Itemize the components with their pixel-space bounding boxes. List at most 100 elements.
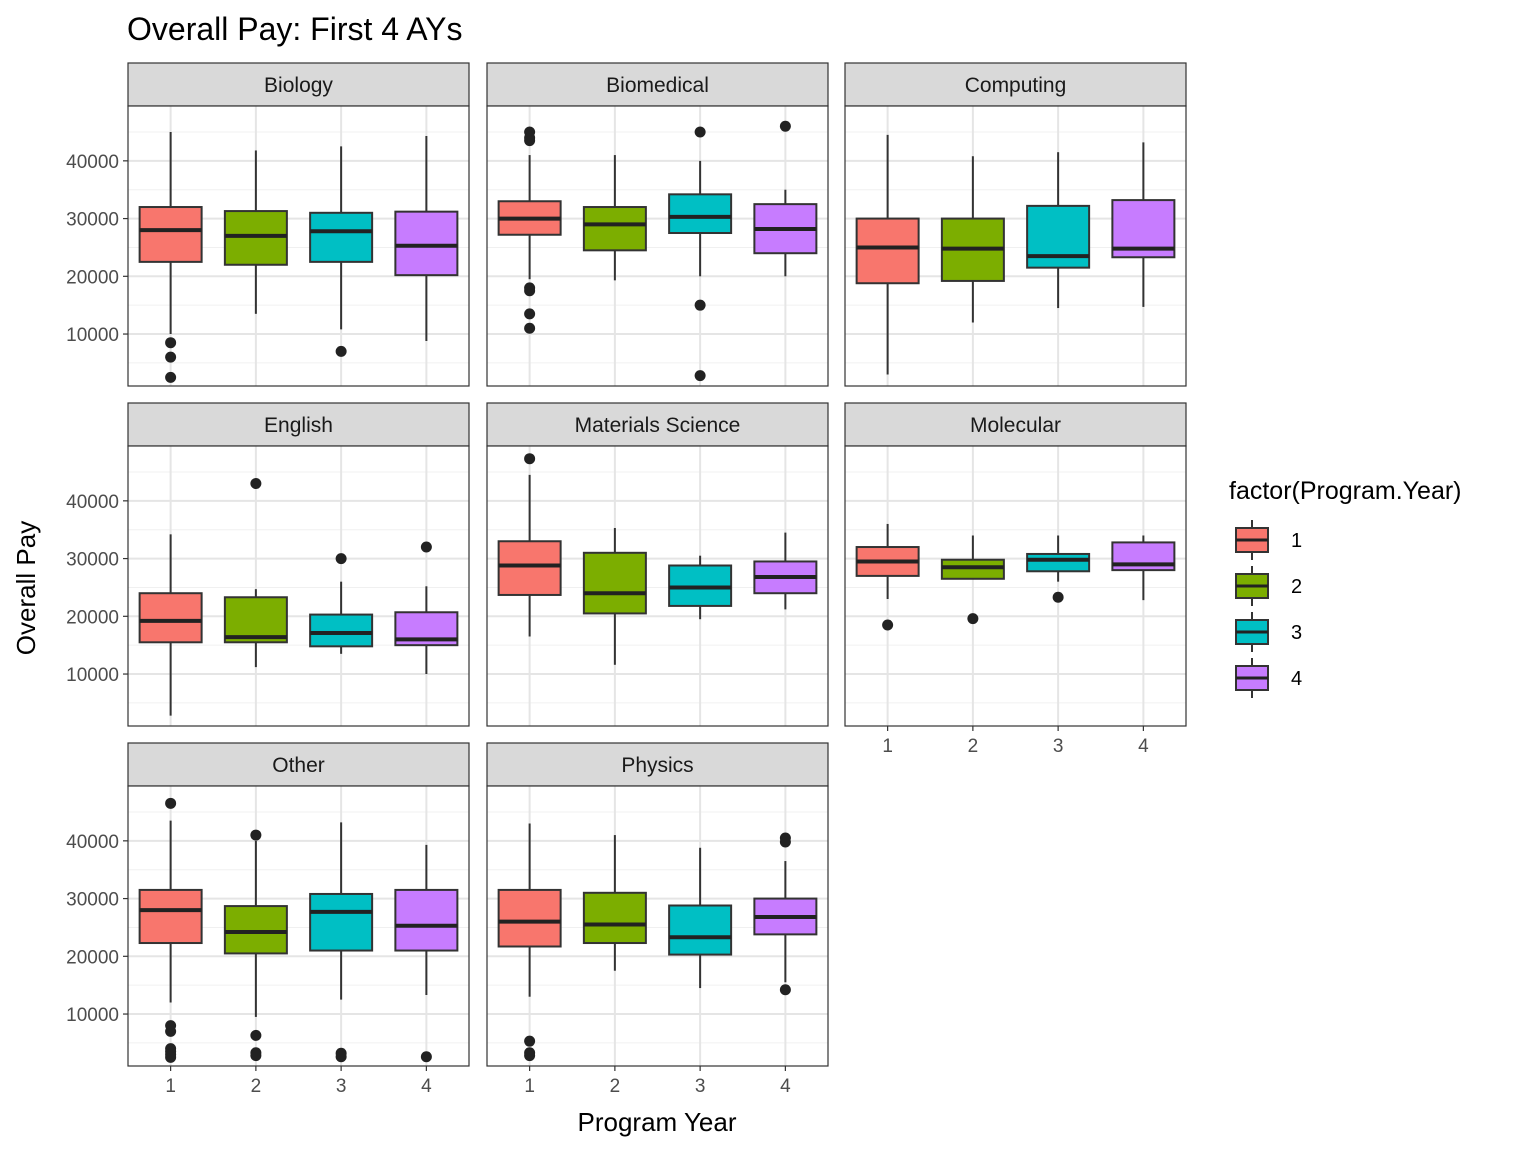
- x-tick-label: 1: [165, 1076, 176, 1097]
- box-iqr: [668, 904, 733, 956]
- x-tick-label: 3: [695, 1076, 706, 1097]
- x-tick-label: 4: [1138, 736, 1149, 757]
- outlier-point: [420, 1051, 432, 1063]
- outlier-point: [967, 613, 979, 625]
- panel-background: [845, 446, 1186, 726]
- box-iqr: [668, 193, 733, 235]
- box: [1026, 152, 1091, 309]
- x-tick-label: 2: [610, 1076, 621, 1097]
- panel-background: [128, 446, 469, 726]
- outlier-point: [420, 541, 432, 553]
- outlier-point: [694, 126, 706, 138]
- panel-border: [127, 445, 470, 727]
- outlier-point: [779, 836, 791, 848]
- box: [1111, 535, 1176, 601]
- outlier-point: [335, 553, 347, 565]
- x-tick-label: 2: [251, 1076, 262, 1097]
- facet-strip-label: Computing: [965, 74, 1067, 97]
- outlier-point: [165, 1025, 177, 1037]
- x-tick-label: 4: [780, 1076, 791, 1097]
- x-tick-label: 2: [968, 736, 979, 757]
- outlier-point: [335, 345, 347, 357]
- facet-strip: [127, 742, 470, 787]
- box: [1111, 142, 1176, 307]
- panel-border: [486, 785, 829, 1067]
- box: [855, 523, 920, 631]
- box-iqr: [940, 558, 1005, 580]
- outlier-point: [165, 371, 177, 383]
- y-tick-label: 20000: [66, 267, 119, 288]
- outlier-point: [250, 1029, 262, 1041]
- facet-strip-label: Molecular: [970, 414, 1061, 437]
- box-iqr: [309, 613, 374, 648]
- facet-strip-label: Other: [272, 754, 325, 777]
- y-tick-label: 20000: [66, 947, 119, 968]
- box: [223, 150, 288, 314]
- box: [753, 832, 818, 996]
- outlier-point: [694, 370, 706, 382]
- box: [582, 835, 647, 971]
- box-iqr: [394, 210, 459, 277]
- box-iqr: [855, 217, 920, 285]
- facet-panel: Physics 1 2 3 4: [486, 742, 829, 1097]
- facet-strip-label: English: [264, 414, 333, 437]
- box: [940, 156, 1005, 323]
- outlier-point: [779, 120, 791, 132]
- box-iqr: [497, 888, 562, 948]
- x-tick-label: 3: [1053, 736, 1064, 757]
- y-axis-title: Overall Pay: [11, 521, 41, 655]
- facet-panel: Materials Science: [486, 402, 829, 727]
- facet-strip: [127, 62, 470, 107]
- box-iqr: [223, 905, 288, 955]
- legend-item: 3: [1229, 609, 1302, 655]
- box: [753, 120, 818, 277]
- facet-panel: English 10000 20000 30000 40000: [66, 402, 470, 727]
- facet-panel: Computing: [844, 62, 1187, 387]
- outlier-point: [524, 322, 536, 334]
- outlier-point: [882, 619, 894, 631]
- facet-strip-label: Physics: [621, 754, 693, 777]
- box-iqr: [582, 551, 647, 615]
- panel-border: [127, 785, 470, 1067]
- box: [394, 541, 459, 675]
- outlier-point: [524, 1035, 536, 1047]
- outlier-point: [524, 285, 536, 297]
- box: [309, 553, 374, 654]
- box-iqr: [497, 540, 562, 596]
- box: [223, 478, 288, 668]
- box: [668, 126, 733, 382]
- panel-border: [486, 105, 829, 387]
- box-iqr: [309, 211, 374, 263]
- outlier-point: [250, 829, 262, 841]
- facet-strip: [486, 62, 829, 107]
- outlier-point: [250, 478, 262, 490]
- legend: factor(Program.Year) 1 2 3 4: [1229, 477, 1462, 701]
- box-iqr: [1026, 552, 1091, 573]
- facet-panel: Molecular 1 2 3 4: [844, 402, 1187, 757]
- legend-label: 2: [1291, 576, 1302, 598]
- outlier-point: [524, 308, 536, 320]
- y-tick-label: 20000: [66, 607, 119, 628]
- panel-border: [486, 445, 829, 727]
- box: [582, 527, 647, 665]
- x-tick-label: 1: [524, 1076, 535, 1097]
- box: [668, 847, 733, 989]
- box: [138, 534, 203, 716]
- box: [394, 136, 459, 341]
- outlier-point: [524, 135, 536, 147]
- box: [497, 126, 562, 334]
- box-iqr: [223, 210, 288, 266]
- y-tick-label: 30000: [66, 210, 119, 231]
- y-tick-label: 40000: [66, 832, 119, 853]
- outlier-point: [165, 1051, 177, 1063]
- box-iqr: [582, 891, 647, 945]
- facet-strip-label: Biology: [264, 74, 333, 97]
- panel-border: [127, 105, 470, 387]
- box: [394, 844, 459, 1063]
- box-iqr: [138, 592, 203, 644]
- x-tick-label: 3: [336, 1076, 347, 1097]
- legend-label: 1: [1291, 530, 1302, 552]
- y-tick-label: 30000: [66, 550, 119, 571]
- panel-border: [844, 445, 1187, 727]
